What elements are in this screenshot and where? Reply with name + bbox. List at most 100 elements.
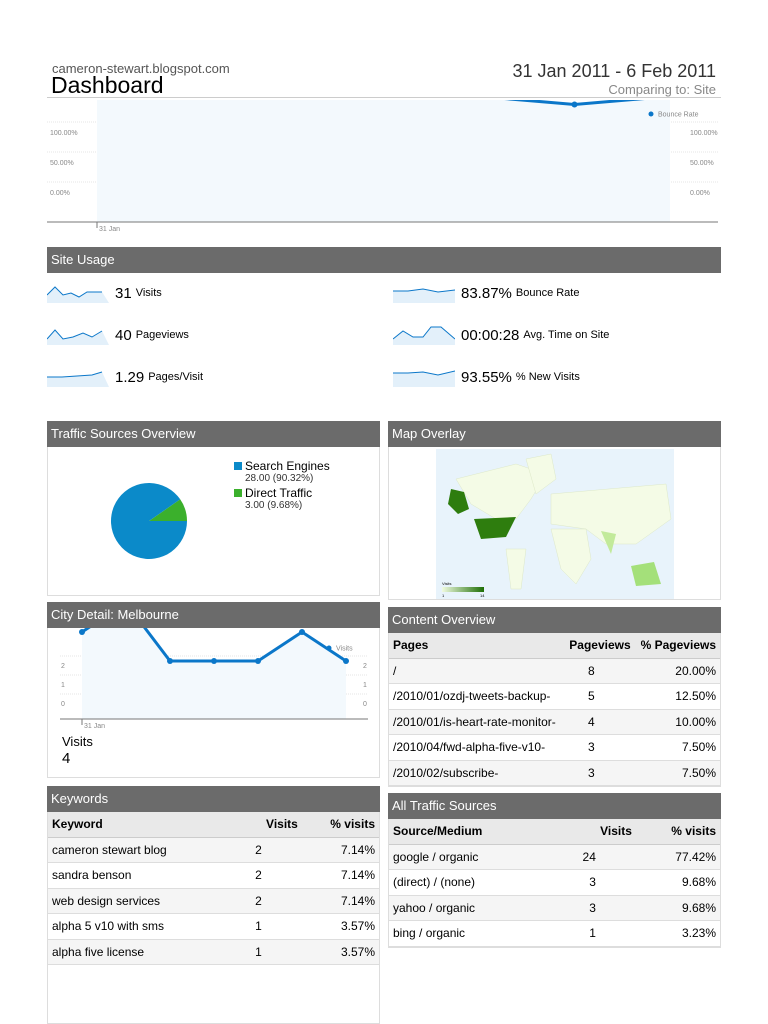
column-header[interactable]: Keyword [48, 812, 228, 838]
sparkline-icon [393, 288, 455, 303]
keywords-table: Keyword Visits% visits cameron stewart blo… [48, 812, 379, 965]
y-tick-label: 50.00% [50, 160, 74, 167]
table-header-row: Source/Medium Visits% visits [389, 819, 720, 845]
table-cell[interactable]: /2010/01/ozdj-tweets-backup- [389, 683, 564, 710]
legend-marker [326, 645, 332, 651]
table-cell[interactable]: /2010/01/is-heart-rate-monitor- [389, 709, 564, 735]
world-map[interactable]: Visits 1 14 [436, 449, 674, 599]
table-cell: 1 [227, 913, 302, 940]
traffic-overview-header: Traffic Sources Overview [47, 421, 380, 447]
table-cell: 7.14% [301, 862, 379, 889]
table-cell: 7.14% [301, 888, 379, 914]
table-row: web design services 2 7.14% [48, 888, 379, 914]
table-cell[interactable]: /2010/02/subscribe- [389, 760, 564, 786]
table-cell: 7.14% [301, 837, 379, 863]
keywords-header: Keywords [47, 786, 380, 812]
content-table: Pages Pageviews% Pageviews/8 20.00%/2010/0… [389, 633, 720, 786]
table-cell[interactable]: cameron stewart blog [48, 837, 228, 863]
table-cell: 3.23% [635, 920, 720, 947]
data-point[interactable] [343, 658, 349, 664]
keywords-panel: Keyword Visits% visits cameron stewart blo… [47, 812, 380, 1024]
table-cell: 3 [544, 895, 636, 921]
table-cell[interactable]: bing / organic [389, 920, 545, 947]
pie-slice-direct-traffic[interactable] [149, 499, 187, 521]
metric--new-visits[interactable]: 93.55%% New Visits [393, 367, 580, 387]
sparkline-icon [393, 326, 455, 345]
table-cell: 8 [563, 658, 635, 684]
column-header[interactable]: % visits [301, 812, 379, 838]
page-title: Dashboard [51, 72, 164, 98]
city-detail-panel: 2 2 1 1 0 0 31 Jan Visits Visits 4 [47, 600, 380, 778]
table-cell: 5 [563, 683, 635, 710]
table-cell[interactable]: web design services [48, 888, 228, 914]
metric-value: 40 [115, 326, 132, 344]
map-overlay-header: Map Overlay [388, 421, 721, 447]
sparkline-icon [393, 370, 455, 387]
metric-value: 93.55% [461, 368, 512, 386]
table-row: sandra benson 2 7.14% [48, 862, 379, 889]
city-visits-chart: 2 2 1 1 0 0 31 Jan Visits [60, 600, 368, 730]
table-row: yahoo / organic 3 9.68% [389, 895, 720, 921]
legend-swatch [234, 462, 242, 470]
date-range[interactable]: 31 Jan 2011 - 6 Feb 2011 [512, 61, 716, 81]
column-header[interactable]: % visits [635, 819, 720, 845]
metric-value: 31 [115, 284, 132, 302]
table-row: /2010/01/ozdj-tweets-backup- 5 12.50% [389, 683, 720, 710]
site-usage-header: Site Usage [47, 247, 721, 273]
table-cell[interactable]: yahoo / organic [389, 895, 545, 921]
content-overview-panel: Pages Pageviews% Pageviews/8 20.00%/2010/0… [388, 633, 721, 787]
column-header[interactable]: Pages [389, 633, 564, 659]
table-cell[interactable]: / [389, 658, 564, 684]
map-legend-title: Visits [442, 581, 451, 586]
table-cell: 20.00% [634, 658, 720, 684]
table-cell: 3.57% [301, 913, 379, 940]
city-visits-value: 4 [62, 750, 71, 767]
pie-slice-search-engines[interactable] [111, 483, 187, 559]
table-cell: 12.50% [634, 683, 720, 710]
metric-label: Visits [135, 287, 162, 299]
table-cell[interactable]: sandra benson [48, 862, 228, 889]
metric-visits[interactable]: 31 Visits [47, 283, 162, 303]
metric-label: Bounce Rate [515, 287, 580, 299]
sources-table: Source/Medium Visits% visits google / orga… [389, 819, 720, 947]
metric-bounce-rate[interactable]: 83.87% Bounce Rate [393, 283, 579, 303]
table-cell: 10.00% [634, 709, 720, 735]
data-point[interactable] [255, 658, 261, 664]
metric-avg-time-on-site[interactable]: 00:00:28 Avg. Time on Site [393, 325, 609, 345]
column-header[interactable]: Source/Medium [389, 819, 545, 845]
table-row: /8 20.00% [389, 658, 720, 684]
table-cell[interactable]: alpha 5 v10 with sms [48, 913, 228, 940]
table-header-row: Keyword Visits% visits [48, 812, 379, 838]
metric-label: % New Visits [515, 371, 580, 383]
table-cell: 3.57% [301, 939, 379, 965]
table-cell[interactable]: /2010/04/fwd-alpha-five-v10- [389, 734, 564, 761]
legend-label: Direct Traffic [245, 486, 312, 500]
column-header[interactable]: Visits [227, 812, 302, 838]
metric-pages-visit[interactable]: 1.29 Pages/Visit [47, 367, 203, 387]
x-tick-label: 31 Jan [84, 723, 105, 728]
city-detail-header: City Detail: Melbourne [47, 602, 380, 628]
table-cell[interactable]: alpha five license [48, 939, 228, 965]
column-header[interactable]: % Pageviews [634, 633, 720, 659]
table-row: /2010/01/is-heart-rate-monitor- 4 10.00% [389, 709, 720, 735]
y-tick-label-right: 1 [363, 682, 367, 689]
data-point[interactable] [571, 101, 578, 108]
column-header[interactable]: Pageviews [563, 633, 635, 659]
table-cell: 1 [544, 920, 636, 947]
table-cell[interactable]: (direct) / (none) [389, 869, 545, 896]
table-header-row: Pages Pageviews% Pageviews [389, 633, 720, 659]
metric-pageviews[interactable]: 40 Pageviews [47, 325, 189, 345]
data-point[interactable] [211, 658, 217, 664]
data-point[interactable] [167, 658, 173, 664]
legend-marker [648, 111, 654, 117]
y-tick-label: 2 [61, 663, 65, 670]
table-cell[interactable]: google / organic [389, 844, 545, 870]
column-header[interactable]: Visits [544, 819, 636, 845]
y-tick-label-right: 50.00% [690, 160, 714, 167]
data-point[interactable] [299, 629, 305, 635]
legend-label: Visits [336, 646, 353, 653]
traffic-overview-panel: Search Engines 28.00 (90.32%) Direct Traff… [47, 447, 380, 596]
data-point[interactable] [79, 629, 85, 635]
metric-value: 00:00:28 [461, 326, 520, 344]
